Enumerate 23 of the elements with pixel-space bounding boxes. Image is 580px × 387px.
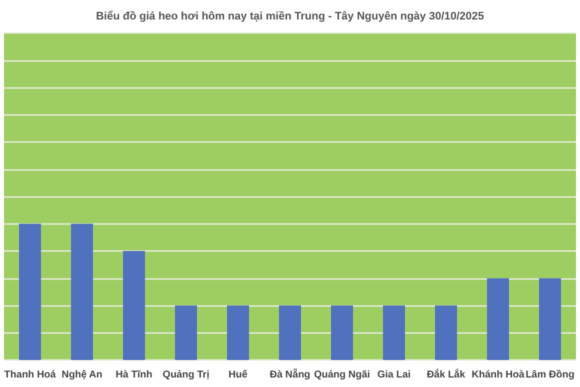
x-tick-label: Đà Nẵng <box>270 368 310 380</box>
bar <box>123 251 145 360</box>
bar <box>435 306 457 360</box>
x-tick-label: Lâm Đồng <box>526 370 574 380</box>
bar <box>19 224 41 360</box>
bar <box>279 306 301 360</box>
bar <box>383 306 405 360</box>
bar <box>71 224 93 360</box>
x-tick-label: Đắk Lắk <box>426 368 466 380</box>
bar <box>175 306 197 360</box>
x-tick-label: Huế <box>228 370 248 380</box>
bar <box>331 306 353 360</box>
bar <box>539 278 561 360</box>
x-tick-label: Quảng Ngãi <box>314 370 370 380</box>
x-tick-label: Khánh Hoà <box>472 370 525 380</box>
bar <box>487 278 509 360</box>
x-tick-label: Nghệ An <box>62 370 102 380</box>
chart-title: Biểu đồ giá heo hơi hôm nay tại miền Trung - Tây Nguyên ngày 30/10/2025 <box>96 10 484 22</box>
x-tick-label: Gia Lai <box>377 370 411 380</box>
x-tick-label: Quảng Trị <box>162 370 210 380</box>
x-tick-label: Thanh Hoá <box>4 370 56 380</box>
bar <box>227 306 249 360</box>
x-tick-label: Hà Tĩnh <box>116 370 152 380</box>
